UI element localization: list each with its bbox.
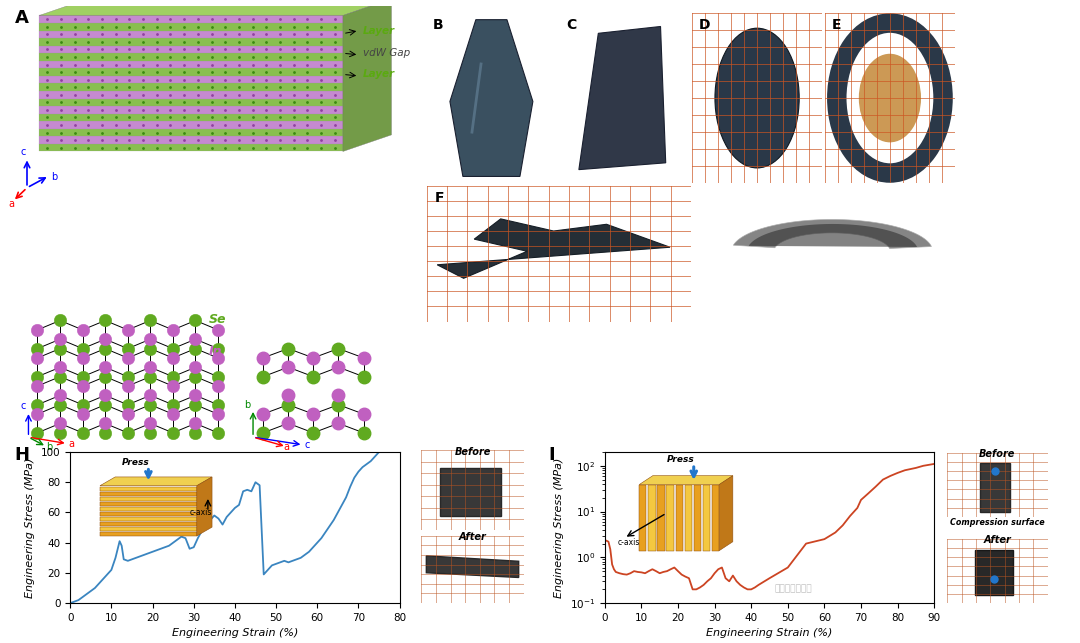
X-axis label: Engineering Strain (%): Engineering Strain (%) <box>172 628 298 638</box>
Y-axis label: Engineering Stress (MPa): Engineering Stress (MPa) <box>554 457 564 598</box>
Text: b: b <box>244 400 251 410</box>
Polygon shape <box>39 46 343 53</box>
Text: a: a <box>69 439 75 449</box>
Text: G: G <box>702 190 714 204</box>
Text: Layer: Layer <box>363 26 395 35</box>
Text: c: c <box>21 401 26 411</box>
Polygon shape <box>39 129 343 136</box>
Polygon shape <box>343 0 391 152</box>
Polygon shape <box>39 61 343 68</box>
Polygon shape <box>437 219 670 278</box>
Text: Compression surface: Compression surface <box>950 518 1044 527</box>
Text: $R\approx 400\ \mu m$: $R\approx 400\ \mu m$ <box>859 267 904 280</box>
X-axis label: Engineering Strain (%): Engineering Strain (%) <box>706 628 833 638</box>
Polygon shape <box>39 23 343 31</box>
Polygon shape <box>733 219 931 249</box>
Text: a: a <box>283 442 289 452</box>
Text: Before: Before <box>455 447 490 457</box>
Polygon shape <box>427 556 518 577</box>
Text: D: D <box>699 18 711 32</box>
Polygon shape <box>39 38 343 46</box>
Polygon shape <box>39 15 343 23</box>
Text: vdW Gap: vdW Gap <box>363 48 410 59</box>
Text: I: I <box>549 446 555 464</box>
Bar <box>440 468 501 516</box>
Ellipse shape <box>859 54 921 142</box>
Polygon shape <box>39 114 343 122</box>
Text: Layer: Layer <box>363 69 395 80</box>
Text: c: c <box>21 147 26 156</box>
Text: a: a <box>9 199 15 210</box>
Polygon shape <box>748 224 917 247</box>
Text: E: E <box>832 18 841 32</box>
Y-axis label: Engineering Stress (MPa): Engineering Stress (MPa) <box>25 457 36 598</box>
Text: C: C <box>566 18 576 32</box>
Text: After: After <box>984 535 1011 545</box>
Text: b: b <box>46 442 52 452</box>
Polygon shape <box>39 68 343 76</box>
Ellipse shape <box>715 28 799 168</box>
Polygon shape <box>39 144 343 152</box>
Polygon shape <box>39 98 343 106</box>
Polygon shape <box>39 84 343 91</box>
Polygon shape <box>39 31 343 38</box>
Polygon shape <box>39 136 343 144</box>
Text: In: In <box>210 345 222 358</box>
Polygon shape <box>39 0 391 15</box>
Text: 500 μm: 500 μm <box>711 301 740 310</box>
Polygon shape <box>39 76 343 84</box>
Polygon shape <box>579 26 665 170</box>
Polygon shape <box>39 91 343 98</box>
Text: B: B <box>433 18 444 32</box>
Bar <box>975 550 1013 595</box>
Polygon shape <box>39 53 343 61</box>
Polygon shape <box>39 106 343 114</box>
Bar <box>981 463 1011 512</box>
Polygon shape <box>39 122 343 129</box>
Text: c: c <box>305 440 310 450</box>
Polygon shape <box>450 20 532 176</box>
Text: F: F <box>434 190 444 204</box>
Text: Before: Before <box>980 449 1015 458</box>
Text: H: H <box>14 446 29 464</box>
Text: After: After <box>459 532 486 541</box>
Text: A: A <box>15 10 29 28</box>
Text: Se: Se <box>210 312 227 325</box>
Text: b: b <box>52 172 57 182</box>
Text: 材料科学与工程: 材料科学与工程 <box>775 584 812 593</box>
